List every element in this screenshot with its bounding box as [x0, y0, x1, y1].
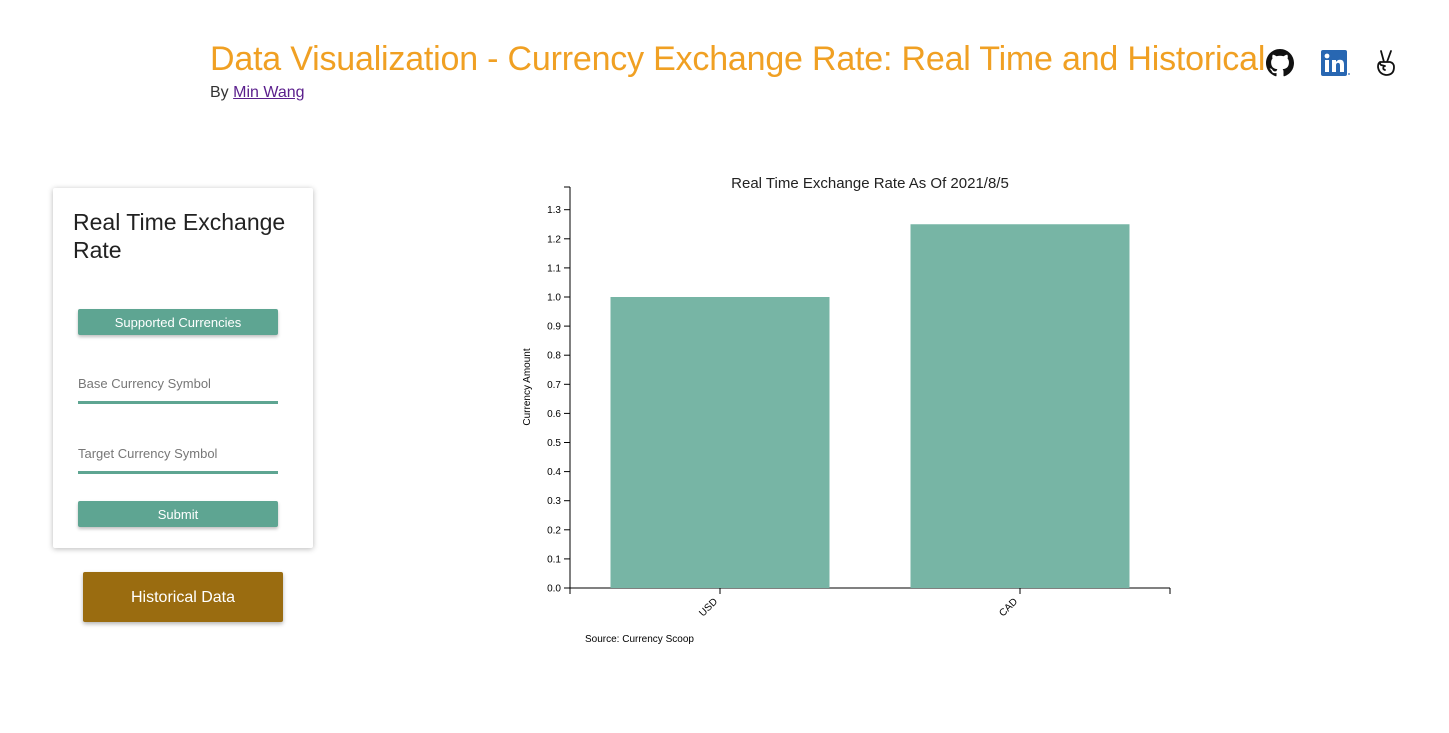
target-currency-field: [78, 445, 278, 474]
chart-source: Source: Currency Scoop: [585, 634, 694, 645]
github-link[interactable]: [1265, 48, 1295, 78]
y-tick-label: 1.2: [547, 234, 561, 245]
base-currency-input[interactable]: [78, 376, 278, 404]
y-tick-label: 0.2: [547, 525, 561, 536]
bar-cad: [910, 224, 1130, 588]
target-currency-input[interactable]: [78, 446, 278, 474]
y-tick-label: 1.0: [547, 293, 561, 304]
author-link[interactable]: Min Wang: [233, 84, 305, 101]
base-currency-field: [78, 375, 278, 404]
page-title: Data Visualization - Currency Exchange R…: [210, 40, 1266, 78]
y-tick-label: 0.9: [547, 322, 561, 333]
chart-svg: Real Time Exchange Rate As Of 2021/8/5 0.…: [522, 175, 1171, 645]
y-tick-label: 0.6: [547, 409, 561, 420]
byline-prefix: By: [210, 84, 229, 101]
y-tick-label: 0.0: [547, 584, 561, 595]
y-tick-label: 0.5: [547, 438, 561, 449]
linkedin-link[interactable]: [1320, 48, 1352, 78]
card-title: Real Time Exchange Rate: [73, 209, 286, 263]
y-axis-label: Currency Amount: [522, 348, 533, 425]
y-tick-label: 0.3: [547, 496, 561, 507]
linkedin-icon: [1321, 50, 1350, 76]
historical-data-button[interactable]: Historical Data: [83, 572, 283, 622]
submit-button[interactable]: Submit: [78, 501, 278, 527]
bar-usd: [610, 297, 830, 588]
exchange-rate-chart: Real Time Exchange Rate As Of 2021/8/5 0.…: [500, 165, 1200, 665]
x-tick-label: USD: [697, 596, 720, 619]
y-tick-label: 1.1: [547, 263, 561, 274]
byline: By Min Wang: [210, 84, 305, 102]
github-icon: [1266, 49, 1294, 77]
angellist-icon: [1377, 50, 1395, 76]
chart-title: Real Time Exchange Rate As Of 2021/8/5: [731, 175, 1009, 192]
realtime-card: Real Time Exchange Rate Supported Curren…: [53, 188, 313, 548]
y-tick-label: 0.4: [547, 467, 561, 478]
y-tick-label: 1.3: [547, 205, 561, 216]
x-tick-label: CAD: [997, 596, 1020, 619]
supported-currencies-button[interactable]: Supported Currencies: [78, 309, 278, 335]
y-tick-label: 0.7: [547, 380, 561, 391]
angellist-link[interactable]: [1373, 48, 1399, 78]
y-tick-label: 0.8: [547, 351, 561, 362]
y-tick-label: 0.1: [547, 554, 561, 565]
